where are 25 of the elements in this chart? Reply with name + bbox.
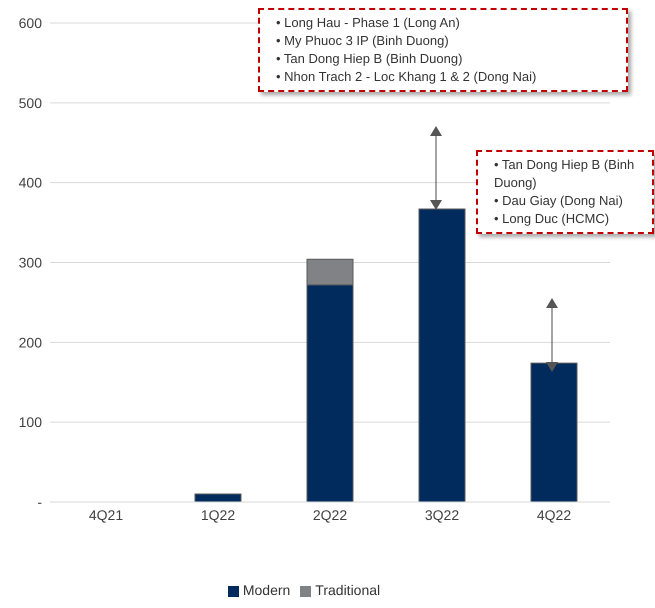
y-tick-label: 500: [18, 94, 42, 111]
annotation: • My Phuoc 3 IP (Binh Duong): [275, 32, 450, 50]
annotation: • Long Hau - Phase 1 (Long An): [275, 14, 461, 32]
x-tick-label: 2Q22: [312, 506, 348, 523]
x-tick-label: 3Q22: [424, 506, 460, 523]
annotation: • Nhon Trach 2 - Loc Khang 1 & 2 (Dong Nai): [275, 68, 538, 86]
annotation: • Long Duc (HCMC): [493, 210, 610, 228]
legend-label: Modern: [242, 582, 290, 598]
y-tick-label: 400: [18, 174, 42, 191]
bar: [530, 362, 578, 502]
y-tick-label: -: [37, 494, 42, 510]
annotation: • Tan Dong Hiep B (Binh Duong): [275, 50, 464, 68]
y-tick-label: 100: [18, 414, 42, 430]
annotation: • Tan Dong Hiep B (Binh Duong): [493, 156, 636, 192]
y-tick-label: 300: [18, 254, 42, 270]
x-tick-label: 1Q22: [200, 506, 236, 523]
callout-box: • Tan Dong Hiep B (Binh Duong) • Dau Giay (Dong Nai) • Long Duc (HCMC): [476, 150, 654, 234]
bar: [194, 494, 242, 502]
x-tick-label: 4Q22: [536, 506, 572, 523]
bar: [418, 208, 466, 502]
x-tick-label: 4Q21: [88, 506, 124, 523]
annotation: • Dau Giay (Dong Nai): [493, 192, 624, 210]
y-tick-label: 200: [18, 334, 42, 350]
legend-label: Traditional: [315, 582, 380, 598]
y-tick-label: 600: [18, 14, 42, 31]
